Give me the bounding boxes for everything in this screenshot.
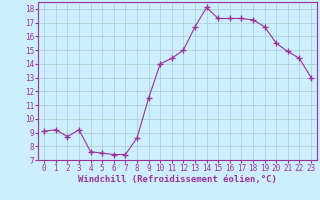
X-axis label: Windchill (Refroidissement éolien,°C): Windchill (Refroidissement éolien,°C) xyxy=(78,175,277,184)
